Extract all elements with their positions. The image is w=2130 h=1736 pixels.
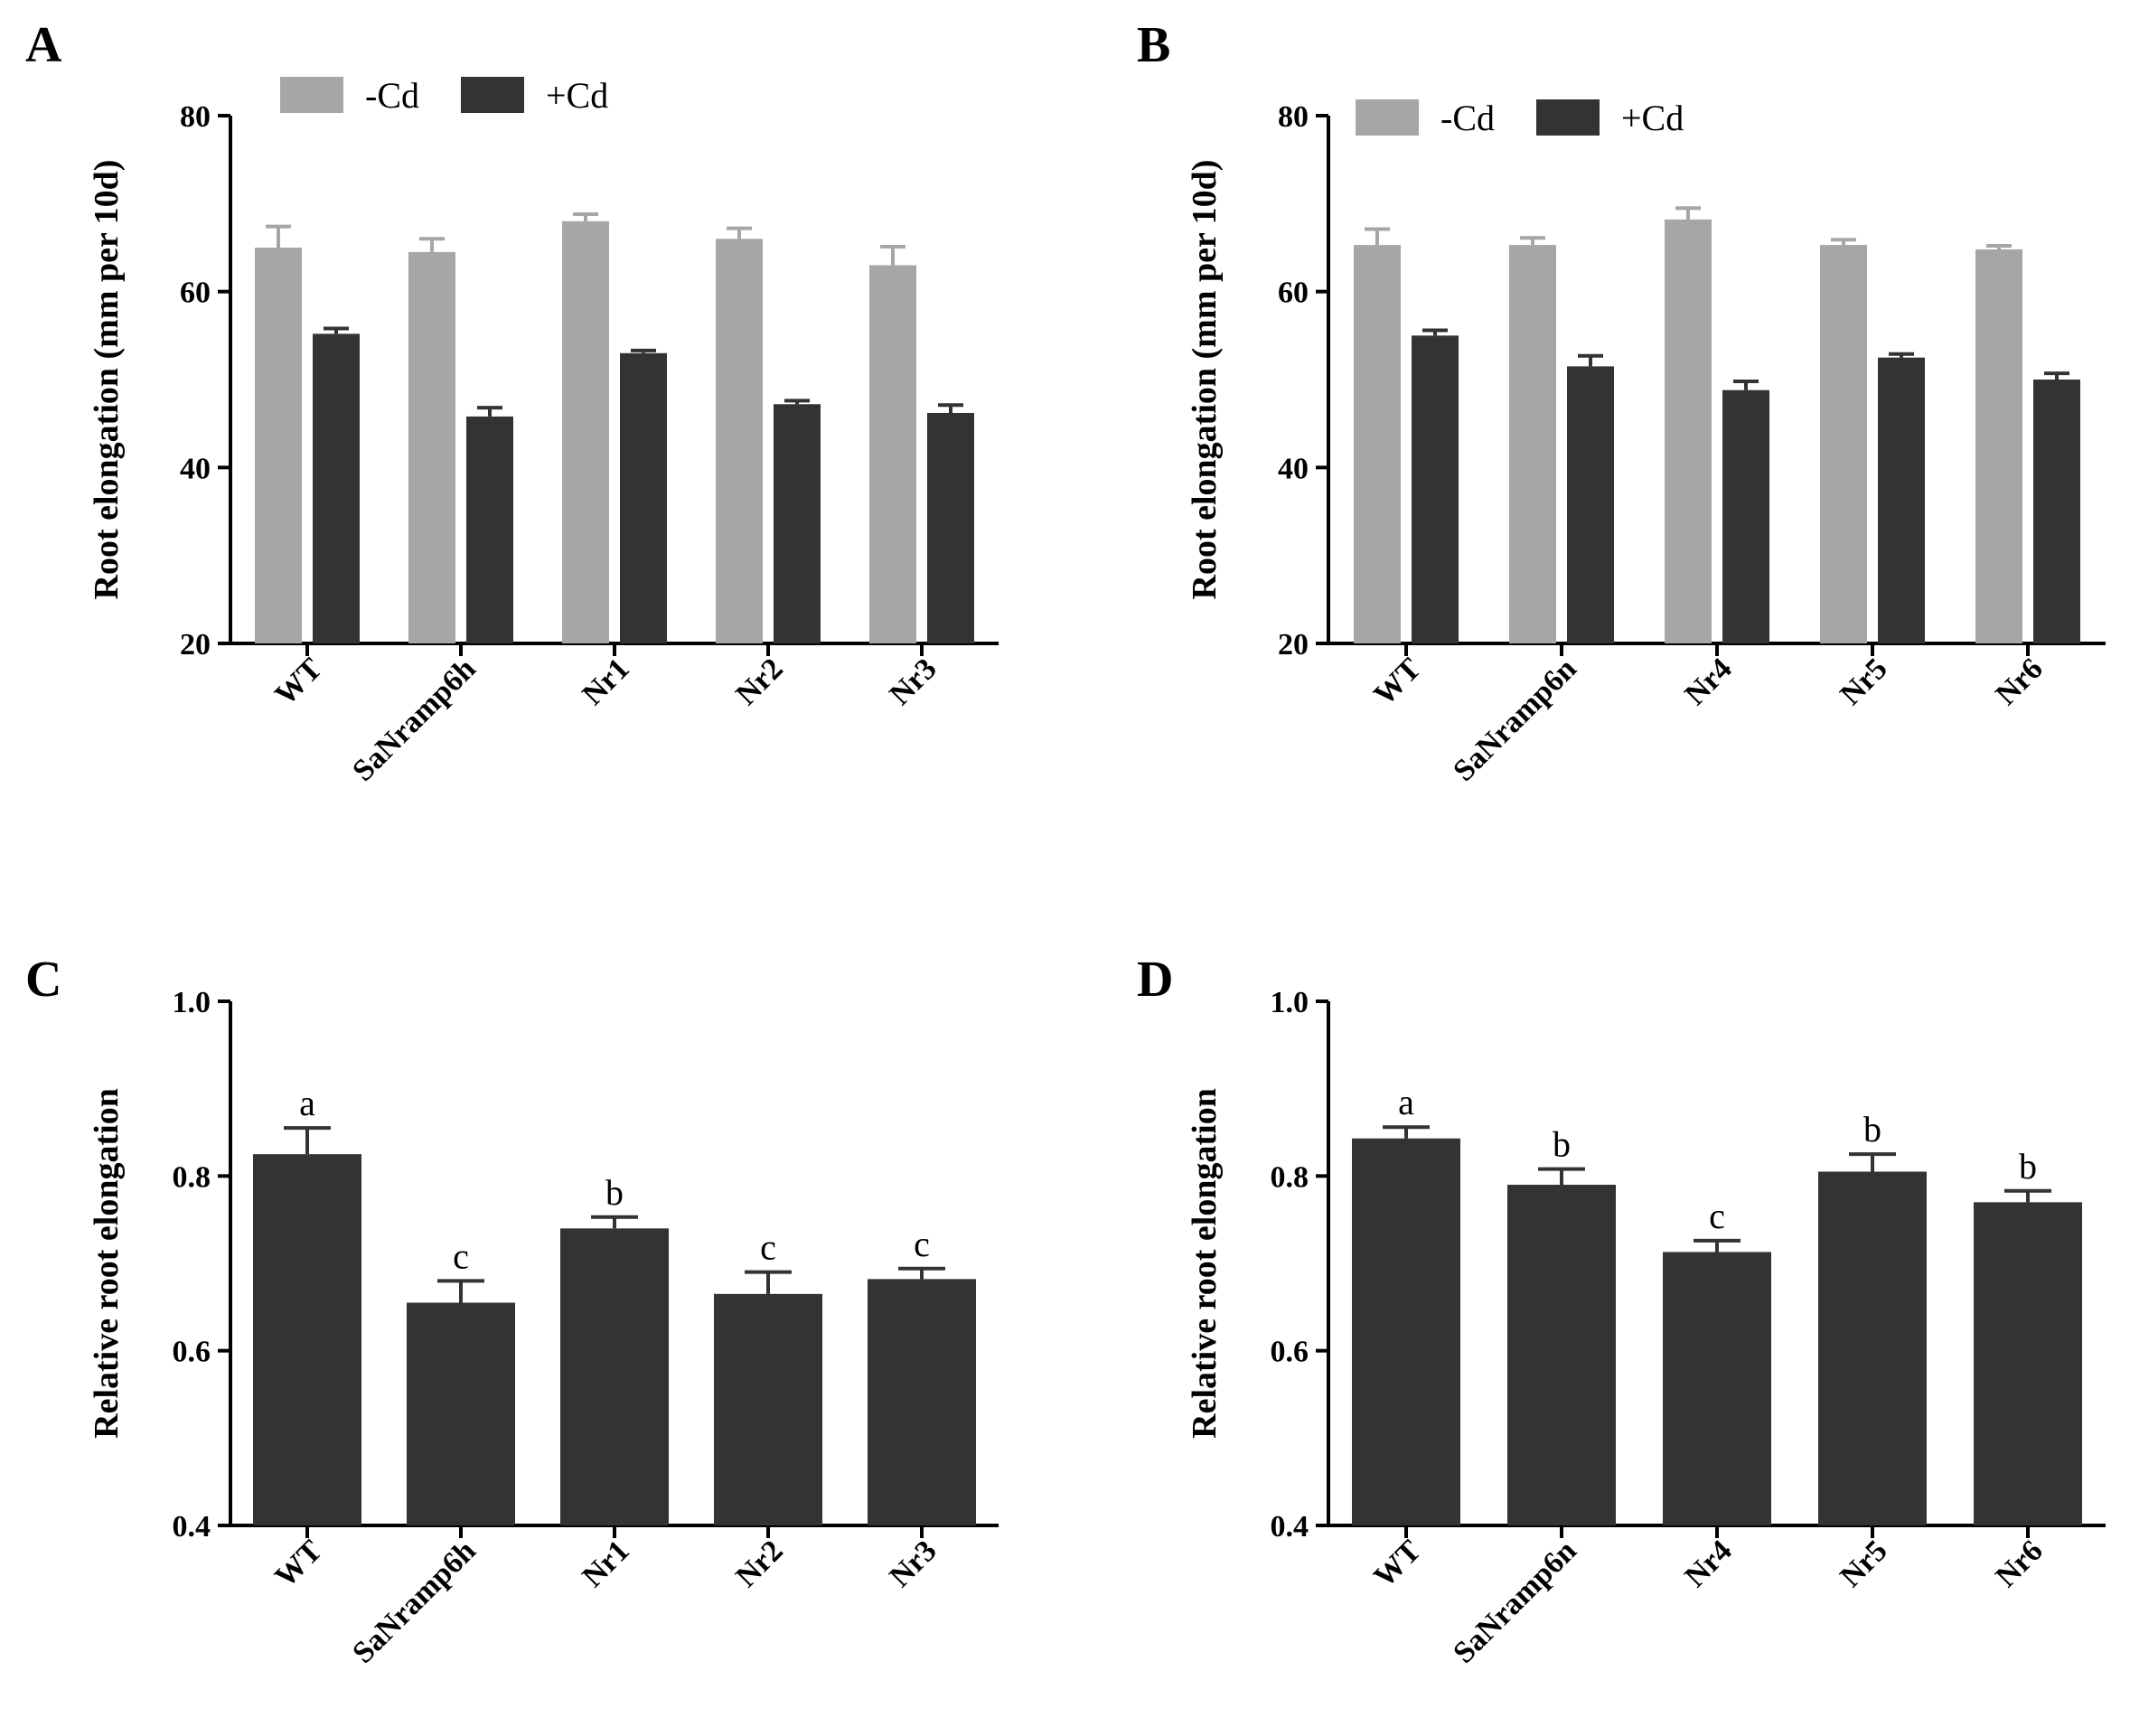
x-tick-label: WT bbox=[268, 652, 328, 711]
y-tick-label: 40 bbox=[180, 452, 211, 485]
significance-label: b bbox=[1863, 1109, 1881, 1150]
bar-plus-cd bbox=[313, 333, 360, 643]
x-tick-label: WT bbox=[268, 1534, 328, 1593]
y-axis-label: Root elongation (mm per 10d) bbox=[1186, 160, 1224, 600]
legend-swatch-minus-cd bbox=[1356, 99, 1419, 136]
legend-label: +Cd bbox=[1621, 98, 1684, 138]
legend-swatch-minus-cd bbox=[280, 77, 343, 113]
bar bbox=[1663, 1252, 1771, 1525]
x-tick-label: Nr6 bbox=[1989, 652, 2049, 711]
bar-minus-cd bbox=[255, 248, 302, 643]
y-tick-label: 20 bbox=[180, 628, 211, 662]
bar-plus-cd bbox=[1412, 335, 1459, 643]
significance-label: c bbox=[914, 1224, 930, 1264]
y-tick-label: 60 bbox=[180, 277, 211, 310]
significance-label: c bbox=[1709, 1196, 1725, 1236]
bar bbox=[253, 1154, 361, 1525]
legend: -Cd +Cd bbox=[280, 75, 608, 116]
panel-b: B 20 40 60 80 Root elongation (mm per 10d) WT S… bbox=[1137, 17, 2106, 788]
x-tick-label: SaNramp6n bbox=[1447, 652, 1582, 787]
bar-plus-cd bbox=[466, 416, 513, 643]
y-axis-label: Root elongation (mm per 10d) bbox=[88, 160, 126, 600]
x-tick-label: Nr3 bbox=[883, 1534, 943, 1593]
y-tick-label: 1.0 bbox=[1271, 986, 1309, 1019]
y-tick-label: 0.4 bbox=[173, 1510, 211, 1544]
bar-minus-cd bbox=[1509, 245, 1556, 643]
significance-label: b bbox=[605, 1172, 624, 1213]
panel-c: C 0.4 0.6 0.8 1.0 Relative root elongation WT a… bbox=[25, 952, 999, 1670]
significance-label: b bbox=[1553, 1124, 1571, 1165]
bar-minus-cd bbox=[1354, 245, 1401, 643]
legend-swatch-plus-cd bbox=[1536, 99, 1600, 136]
panel-letter: A bbox=[25, 17, 62, 73]
bar-minus-cd bbox=[408, 251, 455, 643]
x-tick-label: Nr3 bbox=[883, 652, 943, 711]
bar-plus-cd bbox=[620, 352, 667, 643]
y-tick-label: 0.6 bbox=[173, 1336, 211, 1369]
y-tick-label: 1.0 bbox=[173, 986, 211, 1019]
panel-letter: B bbox=[1137, 17, 1170, 73]
x-tick-label: Nr1 bbox=[576, 1534, 635, 1593]
legend-label: -Cd bbox=[365, 75, 419, 116]
significance-label: a bbox=[1398, 1082, 1414, 1122]
bar bbox=[868, 1279, 976, 1525]
bar bbox=[1818, 1171, 1927, 1525]
bar-plus-cd bbox=[1567, 366, 1614, 643]
y-tick-label: 80 bbox=[180, 100, 211, 134]
bar bbox=[1352, 1138, 1460, 1525]
bar-minus-cd bbox=[869, 265, 916, 643]
bar-minus-cd bbox=[1665, 219, 1712, 643]
y-tick-label: 0.4 bbox=[1271, 1510, 1309, 1544]
bar-minus-cd bbox=[562, 221, 609, 644]
significance-label: c bbox=[453, 1235, 469, 1276]
bar-minus-cd bbox=[716, 239, 763, 643]
y-tick-label: 80 bbox=[1278, 100, 1309, 134]
x-tick-label: Nr2 bbox=[729, 652, 789, 711]
x-tick-label: Nr2 bbox=[729, 1534, 789, 1593]
x-tick-label: WT bbox=[1367, 652, 1427, 711]
significance-label: c bbox=[760, 1227, 776, 1268]
x-tick-label: Nr1 bbox=[576, 652, 635, 711]
x-tick-label: Nr5 bbox=[1834, 1534, 1893, 1593]
bar-plus-cd bbox=[774, 404, 821, 643]
panel-a: A 20 40 60 80 Root elongation (mm per 10d) WT S… bbox=[25, 17, 999, 788]
y-tick-label: 0.8 bbox=[173, 1160, 211, 1194]
bar-minus-cd bbox=[1975, 249, 2022, 643]
panel-d: D 0.4 0.6 0.8 1.0 Relative root elongation WT a… bbox=[1137, 952, 2106, 1670]
panel-letter: D bbox=[1137, 952, 1173, 1008]
x-tick-label: SaNramp6h bbox=[346, 652, 482, 787]
x-tick-label: Nr5 bbox=[1834, 652, 1893, 711]
x-tick-label: Nr4 bbox=[1678, 1534, 1738, 1593]
bar-plus-cd bbox=[927, 412, 974, 643]
bar bbox=[560, 1228, 669, 1525]
y-axis-label: Relative root elongation bbox=[1186, 1088, 1224, 1439]
y-tick-label: 40 bbox=[1278, 452, 1309, 485]
y-axis-label: Relative root elongation bbox=[88, 1088, 126, 1439]
panel-letter: C bbox=[25, 952, 61, 1008]
legend-label: +Cd bbox=[546, 75, 608, 116]
bar bbox=[407, 1302, 515, 1525]
significance-label: b bbox=[2019, 1146, 2037, 1187]
legend-label: -Cd bbox=[1440, 98, 1495, 138]
bar-minus-cd bbox=[1820, 245, 1867, 643]
x-tick-label: SaNramp6n bbox=[1447, 1534, 1582, 1669]
x-tick-label: Nr6 bbox=[1989, 1534, 2049, 1593]
legend: -Cd +Cd bbox=[1356, 98, 1684, 138]
x-tick-label: WT bbox=[1367, 1534, 1427, 1593]
legend-swatch-plus-cd bbox=[461, 77, 524, 113]
bar bbox=[1974, 1202, 2082, 1525]
significance-label: a bbox=[299, 1083, 315, 1123]
y-tick-label: 60 bbox=[1278, 277, 1309, 310]
bar bbox=[714, 1293, 822, 1525]
bar-plus-cd bbox=[2033, 380, 2080, 643]
y-tick-label: 0.6 bbox=[1271, 1336, 1309, 1369]
x-tick-label: SaNramp6h bbox=[346, 1534, 482, 1669]
y-tick-label: 0.8 bbox=[1271, 1160, 1309, 1194]
bar-plus-cd bbox=[1878, 357, 1925, 643]
y-tick-label: 20 bbox=[1278, 628, 1309, 662]
bar-plus-cd bbox=[1722, 389, 1769, 643]
x-tick-label: Nr4 bbox=[1678, 652, 1738, 711]
bar bbox=[1507, 1185, 1616, 1525]
